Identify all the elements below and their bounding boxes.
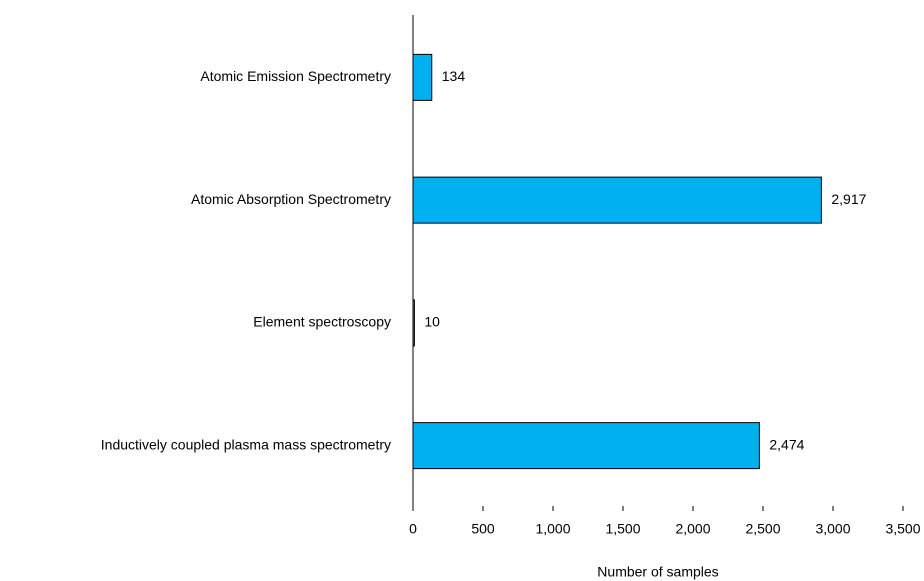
x-tick-label: 2,000 bbox=[675, 521, 710, 537]
y-tick-label: Inductively coupled plasma mass spectrom… bbox=[101, 436, 391, 452]
value-label: 2,917 bbox=[831, 191, 866, 207]
y-tick-label: Atomic Emission Spectrometry bbox=[200, 68, 391, 84]
x-tick-label: 1,000 bbox=[535, 521, 570, 537]
y-tick-label: Atomic Absorption Spectrometry bbox=[191, 191, 391, 207]
x-tick-label: 3,000 bbox=[815, 521, 850, 537]
bar bbox=[412, 422, 760, 470]
x-tick-label: 0 bbox=[409, 521, 417, 537]
value-label: 2,474 bbox=[769, 436, 804, 452]
x-tick-label: 1,500 bbox=[605, 521, 640, 537]
y-tick-label: Element spectroscopy bbox=[253, 314, 391, 330]
bar bbox=[412, 53, 433, 101]
x-tick-label: 2,500 bbox=[745, 521, 780, 537]
bar bbox=[412, 176, 822, 224]
value-label: 10 bbox=[424, 314, 440, 330]
x-tick-label: 3,500 bbox=[885, 521, 920, 537]
value-label: 134 bbox=[442, 68, 466, 84]
x-axis-title: Number of samples bbox=[597, 564, 718, 580]
bar bbox=[412, 299, 415, 347]
x-tick-label: 500 bbox=[471, 521, 495, 537]
